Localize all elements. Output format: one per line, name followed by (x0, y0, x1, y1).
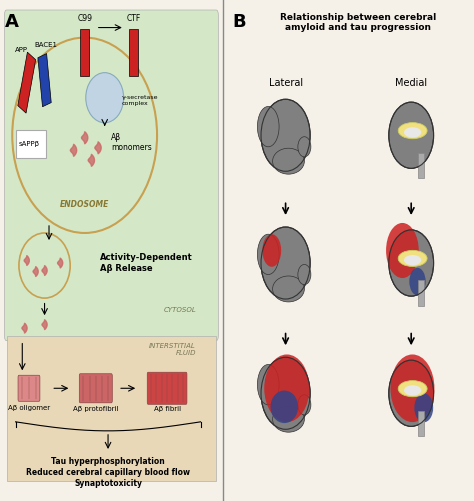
FancyBboxPatch shape (147, 372, 187, 404)
Polygon shape (70, 144, 77, 156)
Ellipse shape (404, 385, 421, 396)
Text: APP: APP (15, 47, 27, 53)
Polygon shape (38, 54, 51, 107)
Bar (419, 281, 424, 306)
Ellipse shape (404, 255, 421, 266)
Ellipse shape (257, 107, 279, 147)
Text: Aβ protofibril: Aβ protofibril (73, 406, 118, 412)
Ellipse shape (386, 223, 419, 278)
Ellipse shape (298, 395, 311, 415)
Ellipse shape (12, 38, 157, 233)
Ellipse shape (298, 137, 311, 157)
Text: Relationship between cerebral
amyloid and tau progression: Relationship between cerebral amyloid an… (280, 13, 437, 32)
Polygon shape (57, 258, 63, 268)
Text: γ-secretase
complex: γ-secretase complex (121, 95, 158, 106)
Ellipse shape (261, 99, 310, 171)
Ellipse shape (273, 406, 304, 432)
Text: Aβ
monomers: Aβ monomers (111, 133, 152, 152)
Ellipse shape (261, 227, 310, 299)
FancyBboxPatch shape (4, 10, 219, 341)
FancyBboxPatch shape (79, 374, 112, 403)
Text: A: A (4, 13, 18, 31)
Text: B: B (233, 13, 246, 31)
Ellipse shape (273, 276, 304, 302)
Polygon shape (18, 52, 36, 113)
Ellipse shape (273, 148, 304, 174)
Ellipse shape (261, 357, 310, 429)
Text: CYTOSOL: CYTOSOL (164, 307, 196, 313)
Text: Aβ fibril: Aβ fibril (154, 406, 181, 412)
Ellipse shape (86, 73, 124, 123)
Ellipse shape (398, 250, 427, 267)
Text: C99: C99 (77, 14, 92, 23)
Text: ENDOSOME: ENDOSOME (60, 200, 109, 209)
Ellipse shape (389, 102, 434, 168)
Ellipse shape (264, 355, 310, 422)
Ellipse shape (257, 234, 279, 275)
Polygon shape (24, 256, 29, 266)
Ellipse shape (414, 393, 433, 422)
Text: CTF: CTF (127, 14, 141, 23)
Text: Reduced cerebral capillary blood flow: Reduced cerebral capillary blood flow (26, 468, 190, 477)
Ellipse shape (398, 381, 427, 397)
Text: INTERSTITIAL
FLUID: INTERSTITIAL FLUID (149, 343, 196, 356)
Text: sAPPβ: sAPPβ (19, 141, 40, 147)
FancyBboxPatch shape (18, 375, 40, 401)
Polygon shape (82, 132, 88, 144)
Polygon shape (33, 267, 38, 277)
Bar (16, 130, 46, 158)
Polygon shape (129, 29, 138, 76)
Ellipse shape (271, 391, 298, 423)
Text: Tau hyperphosphorylation: Tau hyperphosphorylation (51, 457, 165, 466)
Text: Activity-Dependent
Aβ Release: Activity-Dependent Aβ Release (100, 254, 193, 273)
Polygon shape (22, 323, 27, 333)
Ellipse shape (389, 230, 434, 296)
Ellipse shape (389, 360, 434, 426)
Polygon shape (81, 29, 89, 76)
Polygon shape (95, 142, 101, 154)
Polygon shape (88, 154, 94, 166)
Text: BACE1: BACE1 (34, 42, 57, 48)
Text: Medial: Medial (395, 78, 427, 88)
Text: Synaptotoxicity: Synaptotoxicity (74, 479, 142, 488)
Polygon shape (42, 266, 47, 276)
Ellipse shape (298, 265, 311, 285)
Text: Aβ oligomer: Aβ oligomer (8, 405, 50, 411)
Bar (7, 336, 216, 481)
Bar (419, 153, 424, 178)
Ellipse shape (391, 355, 435, 422)
Ellipse shape (404, 127, 421, 138)
Ellipse shape (262, 234, 281, 267)
Ellipse shape (257, 365, 279, 405)
Bar (419, 411, 424, 436)
Ellipse shape (398, 123, 427, 139)
Ellipse shape (19, 233, 70, 298)
Text: Lateral: Lateral (269, 78, 302, 88)
Ellipse shape (410, 268, 426, 296)
Polygon shape (42, 320, 47, 330)
